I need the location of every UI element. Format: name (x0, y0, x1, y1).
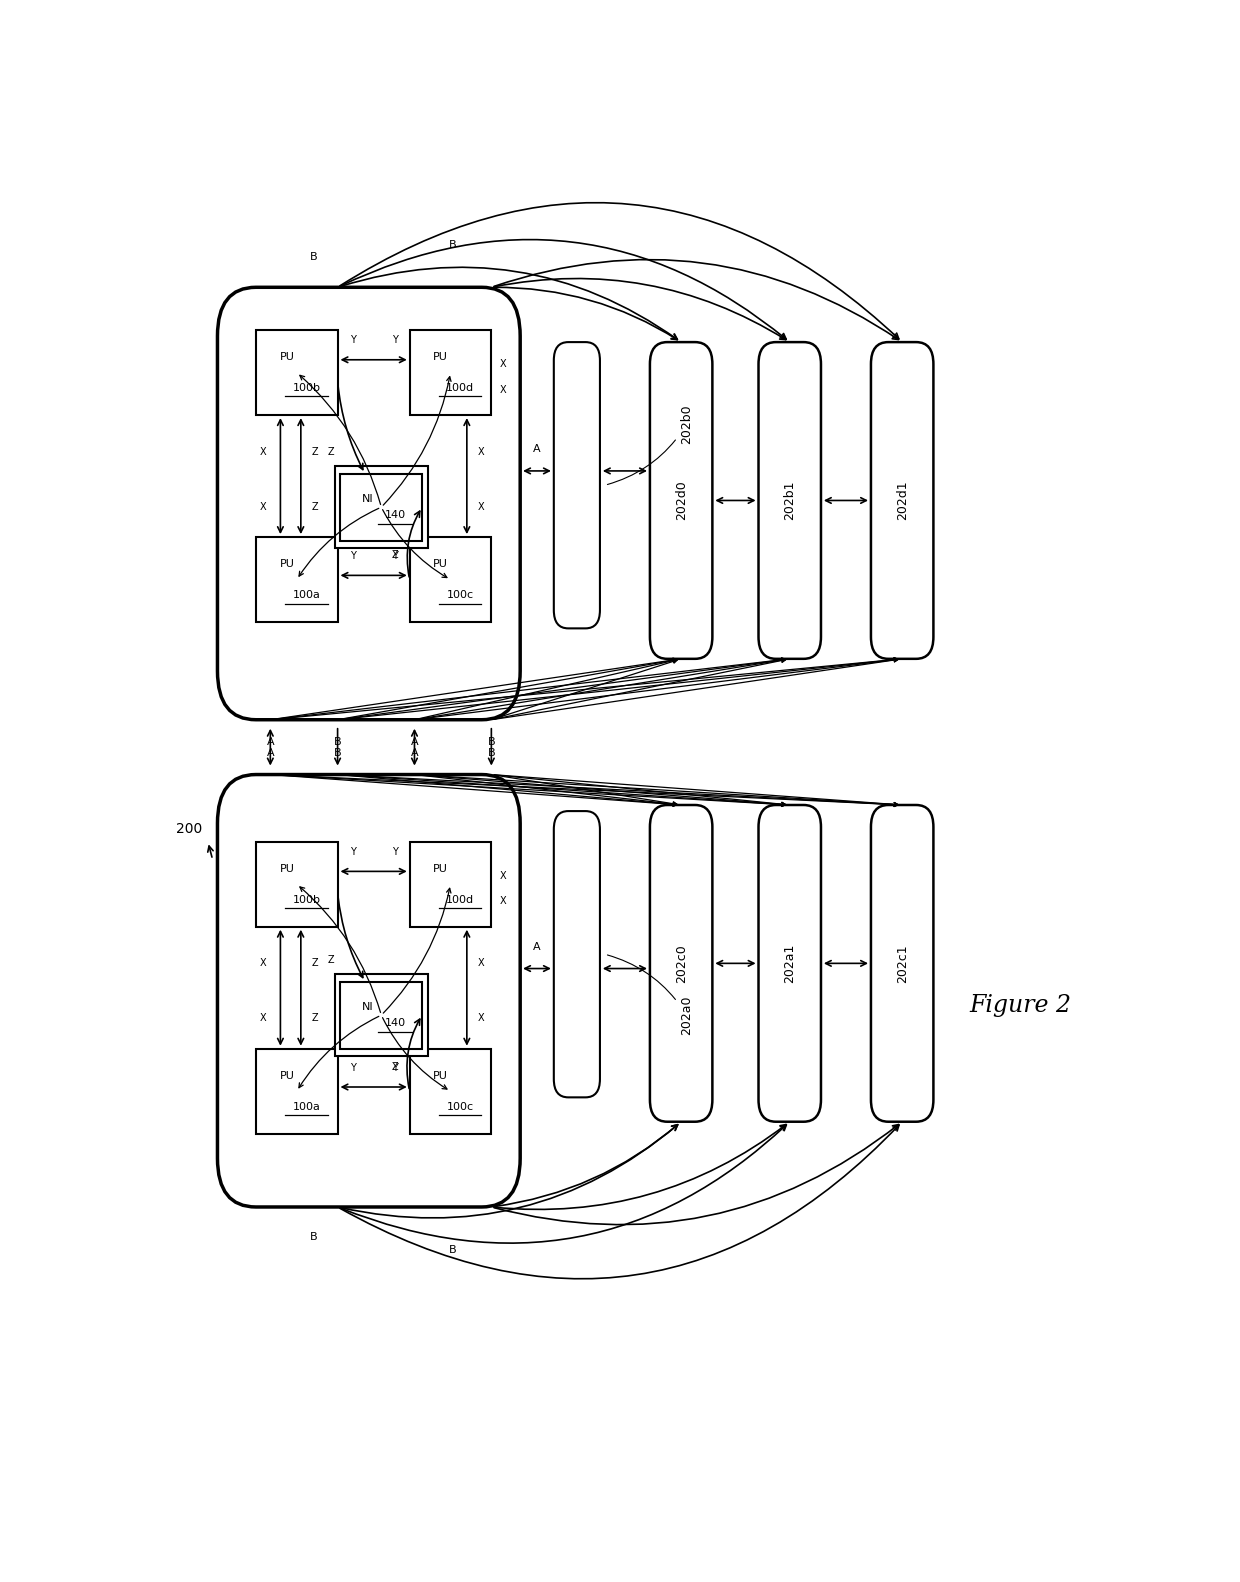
FancyBboxPatch shape (217, 775, 521, 1207)
FancyBboxPatch shape (759, 342, 821, 658)
Text: B: B (310, 1232, 317, 1242)
Text: X: X (500, 384, 506, 394)
FancyBboxPatch shape (870, 342, 934, 658)
FancyBboxPatch shape (217, 288, 521, 720)
Text: Y: Y (350, 551, 356, 562)
FancyBboxPatch shape (554, 812, 600, 1098)
Text: 100a: 100a (293, 590, 320, 600)
Text: Y: Y (350, 846, 356, 857)
FancyBboxPatch shape (650, 342, 713, 658)
Text: Z: Z (312, 1012, 319, 1024)
Text: PU: PU (279, 1071, 294, 1081)
Text: Y: Y (350, 335, 356, 345)
Text: 202d0: 202d0 (675, 481, 688, 520)
Text: 140: 140 (384, 1019, 405, 1028)
Text: X: X (477, 959, 485, 968)
Text: Z: Z (392, 1062, 398, 1073)
Text: Y: Y (392, 335, 398, 345)
Text: B: B (449, 239, 456, 250)
Text: PU: PU (433, 1071, 448, 1081)
Text: X: X (260, 959, 267, 968)
Bar (255, 842, 337, 927)
Text: PU: PU (279, 560, 294, 570)
Text: A: A (410, 737, 418, 747)
FancyBboxPatch shape (759, 805, 821, 1122)
Text: 202c1: 202c1 (895, 944, 909, 982)
Bar (409, 1049, 491, 1134)
Text: 202b1: 202b1 (784, 481, 796, 520)
Text: Y: Y (392, 1063, 398, 1073)
Text: X: X (500, 897, 506, 906)
Text: PU: PU (279, 353, 294, 362)
Bar (255, 536, 337, 622)
Text: B: B (449, 1245, 456, 1255)
Text: 100d: 100d (446, 383, 475, 392)
Text: NI: NI (362, 1001, 373, 1012)
Bar (335, 467, 428, 547)
Text: 202a1: 202a1 (784, 944, 796, 982)
Text: PU: PU (433, 560, 448, 570)
Text: Z: Z (327, 446, 334, 457)
Text: A: A (533, 941, 541, 952)
Text: X: X (500, 359, 506, 369)
Bar (255, 1049, 337, 1134)
Text: Figure 2: Figure 2 (968, 995, 1071, 1017)
Bar (341, 981, 422, 1049)
Text: X: X (477, 501, 485, 511)
Text: NI: NI (362, 494, 373, 505)
Text: X: X (477, 446, 485, 457)
Bar (409, 842, 491, 927)
Text: 200: 200 (176, 823, 202, 837)
Text: X: X (260, 446, 267, 457)
Text: 100d: 100d (446, 894, 475, 905)
Text: B: B (334, 737, 341, 747)
Text: PU: PU (433, 864, 448, 873)
Text: 100a: 100a (293, 1101, 320, 1112)
Text: Z: Z (327, 954, 334, 965)
Text: A: A (533, 445, 541, 454)
Text: X: X (477, 1012, 485, 1024)
Bar (409, 331, 491, 414)
Text: X: X (500, 870, 506, 881)
Text: Y: Y (392, 551, 398, 562)
Text: A: A (267, 748, 274, 758)
Text: 202a0: 202a0 (608, 956, 693, 1035)
Text: Z: Z (392, 551, 398, 560)
Text: B: B (310, 252, 317, 263)
Text: PU: PU (279, 864, 294, 873)
Bar (335, 975, 428, 1055)
Text: 202d1: 202d1 (895, 481, 909, 520)
Bar (341, 473, 422, 541)
Bar (409, 536, 491, 622)
Text: X: X (260, 1012, 267, 1024)
Text: 100b: 100b (293, 383, 321, 392)
Text: 100c: 100c (446, 590, 474, 600)
Text: 100b: 100b (293, 894, 321, 905)
Text: Y: Y (350, 1063, 356, 1073)
Text: B: B (334, 748, 341, 758)
Text: PU: PU (433, 353, 448, 362)
Text: A: A (267, 737, 274, 747)
Text: 202c0: 202c0 (675, 944, 688, 982)
Text: Z: Z (312, 501, 319, 511)
Text: B: B (487, 737, 495, 747)
Text: Z: Z (312, 446, 319, 457)
FancyBboxPatch shape (650, 805, 713, 1122)
Text: B: B (487, 748, 495, 758)
Text: 100c: 100c (446, 1101, 474, 1112)
Text: A: A (410, 748, 418, 758)
Text: Y: Y (392, 846, 398, 857)
Bar (255, 331, 337, 414)
Text: 140: 140 (384, 511, 405, 520)
FancyBboxPatch shape (554, 342, 600, 628)
Text: X: X (260, 501, 267, 511)
Text: 202b0: 202b0 (608, 405, 693, 484)
FancyBboxPatch shape (870, 805, 934, 1122)
Text: Z: Z (312, 959, 319, 968)
